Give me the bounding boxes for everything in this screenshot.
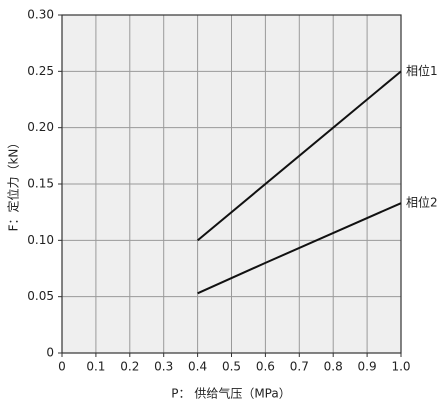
x-tick-label: 0.2: [120, 360, 139, 374]
x-tick-label: 0: [58, 360, 66, 374]
x-tick-label: 0.6: [256, 360, 275, 374]
data-line: [196, 70, 402, 242]
x-tick-label: 0.9: [358, 360, 377, 374]
y-tick-label: 0: [46, 346, 54, 360]
x-tick-label: 0.5: [222, 360, 241, 374]
y-tick-label: 0.05: [27, 289, 54, 303]
x-tick-label: 0.8: [324, 360, 343, 374]
data-line: [197, 202, 402, 295]
legend-label: 相位1: [406, 63, 438, 78]
x-tick-label: 1.0: [391, 360, 410, 374]
x-tick-label: 0.7: [290, 360, 309, 374]
y-tick-label: 0.15: [27, 177, 54, 191]
y-tick-label: 0.20: [27, 120, 54, 134]
x-axis-label: P： 供给气压（MPa）: [171, 386, 290, 401]
x-tick-label: 0.3: [154, 360, 173, 374]
plot-frame: [61, 14, 402, 354]
y-tick-label: 0.25: [27, 64, 54, 78]
legend-label: 相位2: [406, 195, 438, 210]
x-tick-label: 0.1: [86, 360, 105, 374]
y-tick-label: 0.30: [27, 8, 54, 22]
x-tick-label: 0.4: [188, 360, 207, 374]
y-axis-label: F：定位力（kN）: [6, 137, 21, 232]
y-tick-label: 0.10: [27, 233, 54, 247]
